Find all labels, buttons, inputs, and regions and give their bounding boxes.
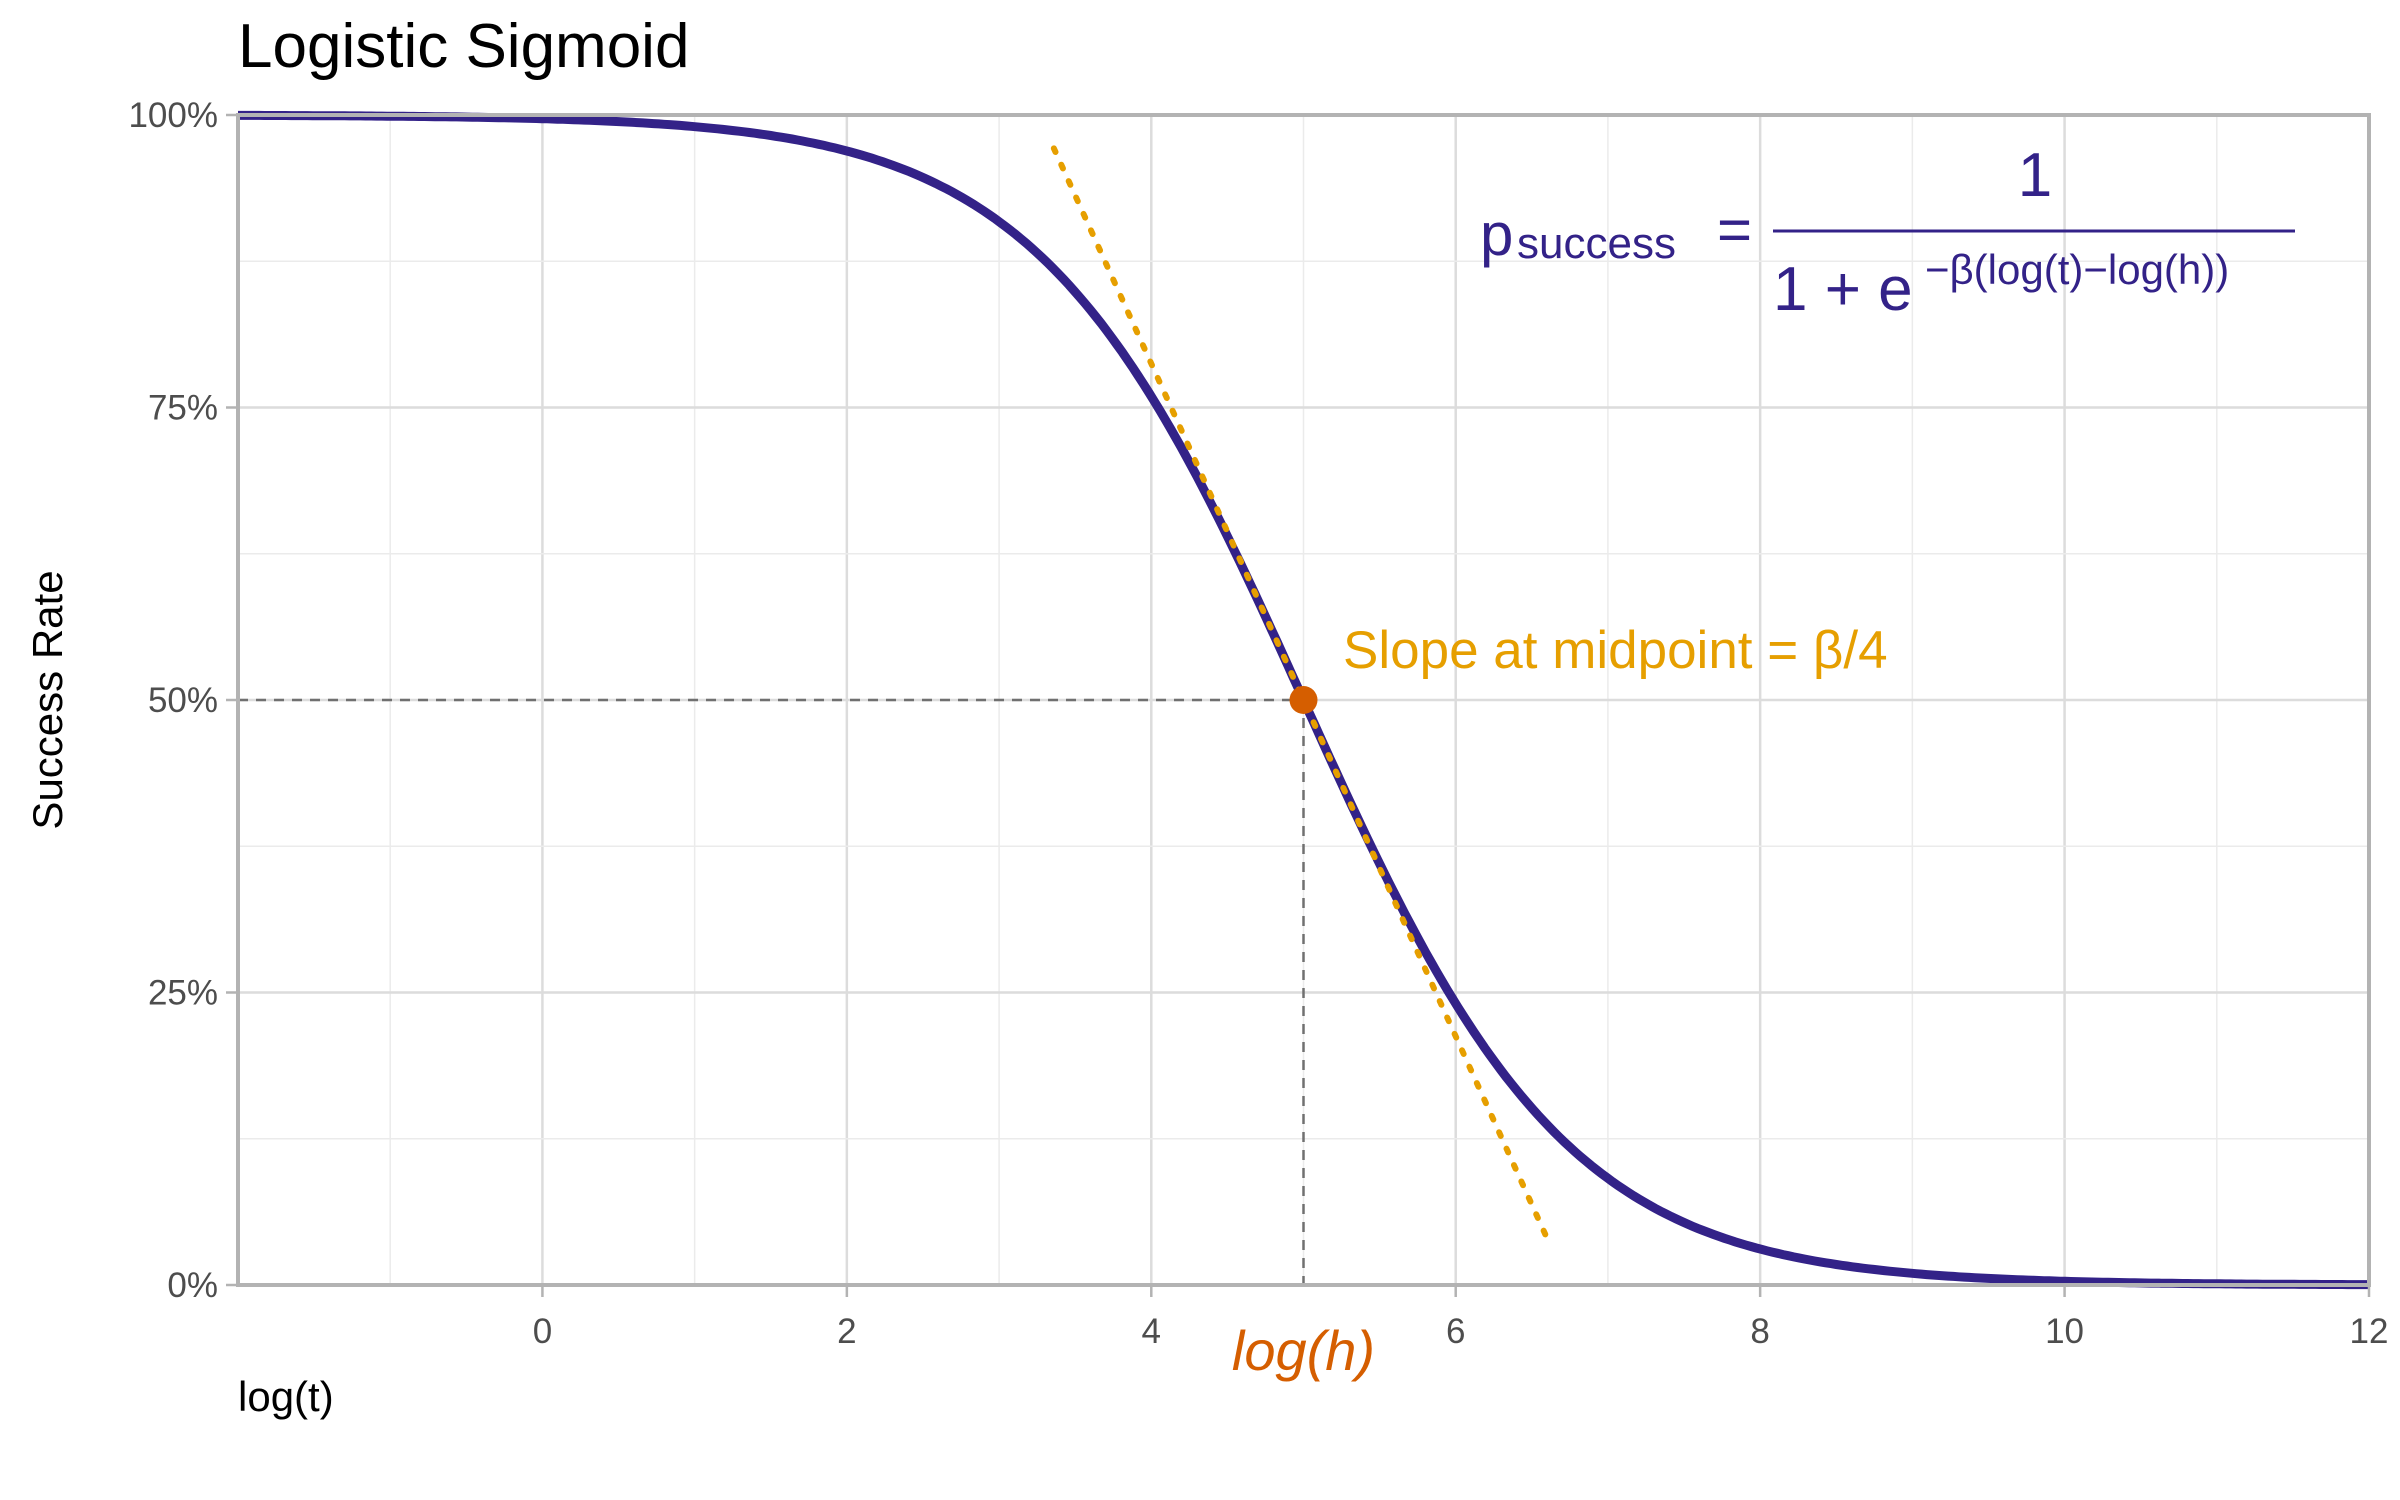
tangent-line [1050, 145, 1554, 1248]
formula-numerator: 1 [2018, 141, 2052, 210]
y-tick-label: 25% [148, 974, 218, 1013]
x-tick-label: 10 [2045, 1312, 2084, 1351]
y-tick-label: 75% [148, 389, 218, 428]
x-tick-label: 12 [2350, 1312, 2389, 1351]
y-tick-label: 0% [167, 1266, 218, 1305]
log-h-label: log(h) [1232, 1319, 1375, 1382]
x-tick-label: 8 [1750, 1312, 1769, 1351]
x-tick-labels: 0 2 4 6 8 10 12 [533, 1312, 2389, 1351]
formula: p success = 1 1 + e −β(log(t)−log(h)) [1480, 141, 2295, 324]
x-tick-label: 4 [1142, 1312, 1161, 1351]
y-axis-label: Success Rate [24, 570, 71, 829]
x-tick-label: 0 [533, 1312, 552, 1351]
formula-denominator: 1 + e [1773, 255, 1913, 324]
y-tick-label: 50% [148, 681, 218, 720]
formula-exponent: −β(log(t)−log(h)) [1925, 246, 2229, 293]
formula-lhs-subscript: success [1517, 219, 1676, 268]
x-tick-label: 6 [1446, 1312, 1465, 1351]
slope-annotation: Slope at midpoint = β/4 [1343, 621, 1888, 680]
y-tick-label: 100% [128, 96, 218, 135]
chart-title: Logistic Sigmoid [238, 12, 689, 81]
formula-equals: = [1717, 196, 1752, 263]
formula-lhs: p [1480, 201, 1513, 268]
x-tick-label: 2 [837, 1312, 856, 1351]
midpoint-marker [1289, 686, 1318, 714]
axes [226, 113, 2371, 1297]
x-axis-label: log(t) [238, 1373, 334, 1420]
y-tick-labels: 0% 25% 50% 75% 100% [128, 96, 218, 1305]
